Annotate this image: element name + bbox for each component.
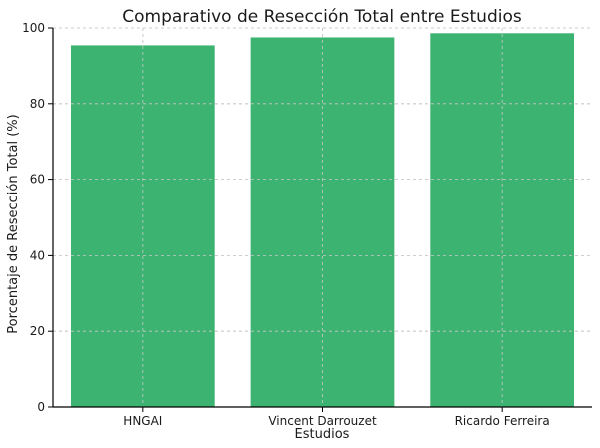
- x-tick-label: Vincent Darrouzet: [268, 414, 377, 428]
- y-tick-label: 80: [30, 97, 45, 111]
- chart-title: Comparativo de Resección Total entre Est…: [122, 7, 522, 27]
- x-tick-label: HNGAI: [123, 414, 162, 428]
- y-axis-label: Porcentaje de Resección Total (%): [6, 114, 21, 333]
- y-tick-label: 100: [22, 21, 45, 35]
- y-tick-label: 0: [37, 400, 45, 414]
- x-ticks: HNGAI Vincent Darrouzet Ricardo Ferreira: [123, 407, 550, 428]
- x-axis-label: Estudios: [295, 427, 350, 442]
- y-tick-label: 60: [30, 173, 45, 187]
- bars: [53, 27, 592, 408]
- y-tick-label: 40: [30, 248, 45, 262]
- y-ticks: 0 20 40 60 80 100: [22, 21, 53, 414]
- y-tick-label: 20: [30, 324, 45, 338]
- x-tick-label: Ricardo Ferreira: [455, 414, 550, 428]
